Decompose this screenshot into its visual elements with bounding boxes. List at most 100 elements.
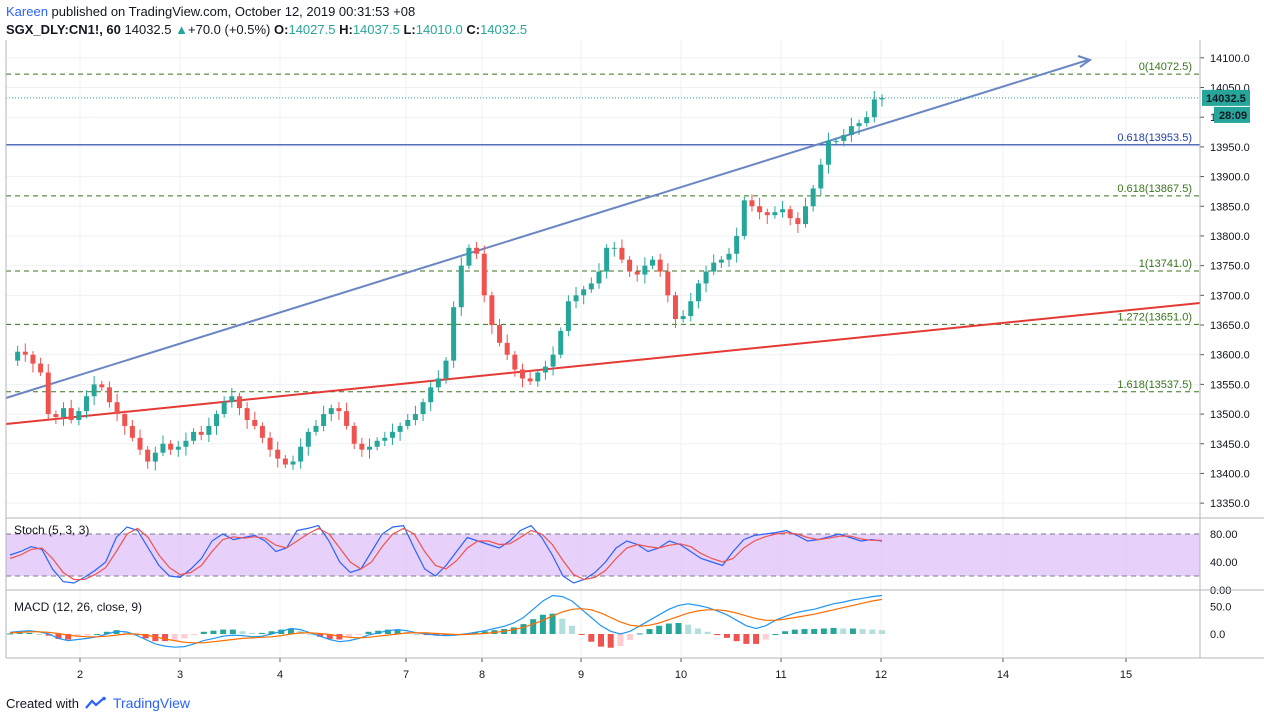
candles xyxy=(15,91,885,471)
red-trend-line xyxy=(5,302,1201,425)
candle-body xyxy=(542,366,548,373)
ohlc-legend: SGX_DLY:CN1!, 60 14032.5 ▲+70.0 (+0.5%) … xyxy=(6,21,527,39)
candle-body xyxy=(458,265,464,308)
candle-body xyxy=(328,408,334,415)
macd-histogram-bar xyxy=(113,630,120,634)
macd-histogram-bar xyxy=(162,634,169,642)
author-link[interactable]: Kareen xyxy=(6,4,48,19)
macd-histogram-bar xyxy=(714,634,721,636)
macd-histogram-bar xyxy=(55,634,62,639)
candle-body xyxy=(53,414,59,418)
candle-body xyxy=(711,262,717,272)
candle-body xyxy=(61,408,67,418)
price-tick-label: 13850.0 xyxy=(1210,201,1250,213)
candle-body xyxy=(206,425,212,435)
macd-histogram-bar xyxy=(762,634,769,640)
price-tick-label: 13350.0 xyxy=(1210,498,1250,510)
candle-body xyxy=(389,431,395,438)
candle-body xyxy=(374,440,380,447)
candle-body xyxy=(382,437,388,441)
candle-body xyxy=(91,384,97,397)
fib-label: 0.618(13953.5) xyxy=(1117,132,1192,144)
price-tick-label: 13450.0 xyxy=(1210,439,1250,451)
candle-body xyxy=(619,247,625,260)
time-tick-label: 10 xyxy=(675,669,687,681)
macd-histogram-bar xyxy=(598,634,605,647)
macd-histogram-bar xyxy=(239,631,246,634)
macd-histogram-bar xyxy=(743,634,750,644)
candle-body xyxy=(657,259,663,272)
macd-histogram-bar xyxy=(123,631,130,634)
tradingview-brand[interactable]: TradingView xyxy=(112,695,191,711)
price-tick-label: 13900.0 xyxy=(1210,172,1250,184)
symbol-label[interactable]: SGX_DLY:CN1!, 60 xyxy=(6,22,121,37)
candle-body xyxy=(22,351,28,355)
candle-body xyxy=(76,411,82,420)
candle-body xyxy=(168,443,174,450)
fib-label: 0(14072.5) xyxy=(1139,61,1192,73)
stoch-band xyxy=(6,534,1200,576)
candle-body xyxy=(451,307,457,361)
candle-body xyxy=(650,259,656,266)
trend-arrow-icon xyxy=(1077,55,1093,68)
publish-header: Kareen published on TradingView.com, Oct… xyxy=(6,3,415,21)
macd-histogram-bar xyxy=(782,631,789,634)
fib-label: 1.272(13651.0) xyxy=(1117,311,1192,323)
candle-body xyxy=(321,414,327,426)
macd-histogram-bar xyxy=(7,633,13,635)
trend-lines[interactable] xyxy=(5,55,1201,425)
macd-histogram-bar xyxy=(530,619,537,634)
macd-histogram-bar xyxy=(723,634,730,638)
macd-histogram-bar xyxy=(481,631,488,634)
candle-body xyxy=(236,396,242,409)
candle-body xyxy=(397,425,403,432)
candle-body xyxy=(726,253,732,260)
price-tick-label: 13750.0 xyxy=(1210,261,1250,273)
candle-body xyxy=(780,209,786,213)
macd-tick-label: 50.0 xyxy=(1210,602,1231,614)
candle-body xyxy=(627,259,633,272)
macd-histogram-bar xyxy=(103,631,110,634)
macd-histogram-bar xyxy=(801,629,808,634)
macd-histogram-bar xyxy=(685,624,692,634)
candle-body xyxy=(282,458,288,465)
candle-body xyxy=(38,363,44,373)
macd-histogram-bar xyxy=(36,634,43,635)
up-arrow-icon: ▲ xyxy=(175,22,188,37)
candle-body xyxy=(841,135,847,141)
candle-body xyxy=(313,425,319,432)
candle-body xyxy=(795,218,801,225)
countdown-badge xyxy=(1214,106,1250,123)
high-label: H: xyxy=(339,22,353,37)
price-tick-label: 13400.0 xyxy=(1210,468,1250,480)
candle-body xyxy=(259,425,265,438)
time-axis[interactable]: 2 3 4 7 8 9 10 11 12 14 15 xyxy=(77,658,1132,681)
macd-histogram-bar xyxy=(45,634,52,636)
macd-histogram-bar xyxy=(472,632,479,634)
high-value: 14037.5 xyxy=(352,22,400,37)
price-axis[interactable]: 14100.014050.014000.013950.013900.013850… xyxy=(6,53,1250,510)
macd-histogram-bar xyxy=(617,634,624,647)
candle-body xyxy=(497,325,503,343)
macd-histogram-bar xyxy=(16,632,23,634)
macd-histogram-bar xyxy=(443,634,449,636)
macd-histogram-bar xyxy=(588,634,595,642)
candle-body xyxy=(558,330,564,355)
stoch-tick-label: 80.00 xyxy=(1210,529,1238,541)
candle-body xyxy=(611,247,617,249)
stoch-k-line xyxy=(9,524,883,584)
time-tick-label: 4 xyxy=(277,669,283,681)
candle-body xyxy=(160,443,166,453)
candle-body xyxy=(106,387,112,403)
macd-histogram-bar xyxy=(753,634,760,644)
candle-body xyxy=(734,235,740,254)
macd-histogram-bar xyxy=(365,631,372,634)
change-value: +70.0 (+0.5%) xyxy=(188,22,271,37)
candle-body xyxy=(83,396,89,412)
macd-histogram-bar xyxy=(704,631,711,634)
candle-body xyxy=(351,425,357,444)
candle-body xyxy=(818,164,824,189)
chart-canvas[interactable]: 0(14072.5) 0.618(13953.5) 0.618(13867.5) 1(… xyxy=(0,0,1264,690)
candle-body xyxy=(367,446,373,450)
macd-histogram-bar xyxy=(811,629,818,634)
